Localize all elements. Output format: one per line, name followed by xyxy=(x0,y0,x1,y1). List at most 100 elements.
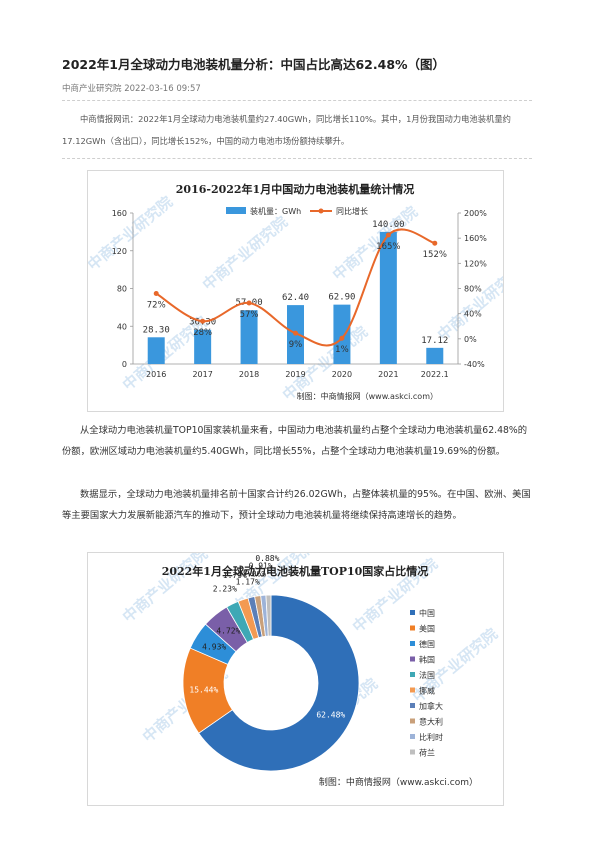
article-paragraph-2: 数据显示，全球动力电池装机量排名前十国家合计约26.02GWh，占整体装机量的9… xyxy=(62,489,531,521)
y-tick-label: 80 xyxy=(117,285,127,294)
legend-label: 意大利 xyxy=(419,717,443,727)
slice-value-label: 4.72% xyxy=(216,627,240,636)
article-intro: 中商情报网讯：2022年1月全球动力电池装机量约27.40GWh，同比增长110… xyxy=(62,114,511,146)
growth-value-label: 165% xyxy=(376,242,400,252)
slice-value-label: 2.23% xyxy=(213,585,237,594)
legend-swatch xyxy=(410,749,415,755)
y-tick-label: 40 xyxy=(117,322,127,331)
watermark-text: 中商产业研究院 xyxy=(199,213,291,294)
article-source[interactable]: 中商产业研究院 xyxy=(62,84,122,94)
donut-slice xyxy=(265,594,272,637)
chart-footnote: 制图：中商情报网（www.askci.com） xyxy=(297,391,438,401)
y2-tick-label: 80% xyxy=(464,285,482,294)
growth-point xyxy=(246,300,252,306)
legend-label: 比利时 xyxy=(419,732,443,742)
legend-label: 韩国 xyxy=(419,655,435,665)
chart-footnote: 制图：中商情报网（www.askci.com） xyxy=(319,776,478,788)
legend-swatch xyxy=(410,656,415,662)
donut-slice xyxy=(198,594,360,772)
slice-value-label: 1.17% xyxy=(236,578,260,587)
bar xyxy=(426,347,444,364)
bar-value-label: 17.12 xyxy=(421,336,448,346)
slice-value-label: 1.06% xyxy=(242,569,266,578)
legend-label: 中国 xyxy=(419,608,435,618)
legend-line-marker xyxy=(318,208,324,214)
bar-value-label: 140.00 xyxy=(372,220,405,230)
x-tick-label: 2019 xyxy=(285,370,305,379)
y2-tick-label: 120% xyxy=(464,259,487,268)
y-tick-label: 0 xyxy=(122,360,127,369)
growth-value-label: 28% xyxy=(193,328,212,338)
slice-value-label: 4.93% xyxy=(202,643,226,652)
legend-label: 德国 xyxy=(419,639,435,649)
bar xyxy=(333,304,351,364)
article-title: 2022年1月全球动力电池装机量分析：中国占比高达62.48%（图） xyxy=(62,57,446,72)
legend-label: 法国 xyxy=(419,670,435,680)
y2-tick-label: 0% xyxy=(464,335,477,344)
legend-label: 荷兰 xyxy=(419,748,435,758)
bar-value-label: 28.30 xyxy=(143,325,170,335)
x-tick-label: 2016 xyxy=(146,370,166,379)
bar-value-label: 62.40 xyxy=(282,293,309,303)
bar xyxy=(240,310,258,364)
growth-point xyxy=(293,330,298,336)
y-tick-label: 120 xyxy=(112,247,127,256)
slice-value-label: 0.88% xyxy=(255,554,279,563)
legend-line-label: 同比增长 xyxy=(336,206,368,216)
legend-swatch xyxy=(410,672,415,677)
growth-point xyxy=(153,291,159,297)
legend-swatch xyxy=(410,734,415,739)
growth-point xyxy=(200,318,206,324)
article-paragraph-1: 从全球动力电池装机量TOP10国家装机量来看，中国动力电池装机量约占整个全球动力… xyxy=(62,425,528,457)
legend-label: 美国 xyxy=(419,624,435,634)
growth-value-label: 1% xyxy=(335,345,349,355)
divider-top xyxy=(62,100,532,101)
bar-line-chart: 中商产业研究院 中商产业研究院 中商产业研究院 中商产业研究院 中商产业研究院 中商产业研… xyxy=(87,170,504,412)
legend-bar-swatch xyxy=(226,207,246,214)
chart-title: 2016-2022年1月中国动力电池装机量统计情况 xyxy=(176,182,414,196)
bar-value-label: 62.90 xyxy=(328,293,355,303)
slice-value-label: 1.79% xyxy=(223,571,247,580)
growth-value-label: 72% xyxy=(147,301,166,311)
y2-tick-label: -40% xyxy=(464,360,485,369)
y-tick-label: 160 xyxy=(112,209,127,218)
slice-value-label: 62.48% xyxy=(316,710,345,719)
x-tick-label: 2018 xyxy=(239,370,259,379)
bar xyxy=(194,329,212,364)
growth-value-label: 152% xyxy=(423,250,447,260)
legend-swatch xyxy=(410,610,415,615)
legend-label: 挪威 xyxy=(419,686,435,696)
y2-tick-label: 160% xyxy=(464,234,487,243)
growth-value-label: 57% xyxy=(240,310,259,320)
divider-intro xyxy=(62,158,532,159)
legend-swatch xyxy=(410,703,415,708)
legend-swatch xyxy=(410,625,415,631)
watermark-text: 中商产业研究院 xyxy=(88,193,176,274)
x-tick-label: 2022.1 xyxy=(421,370,449,379)
chart-title: 2022年1月全球动力电池装机量TOP10国家占比情况 xyxy=(162,564,429,578)
watermark-text: 中商产业研究院 xyxy=(434,263,503,344)
x-tick-label: 2020 xyxy=(332,370,352,379)
donut-chart-svg: 中商产业研究院中商产业研究院中商产业研究院中商产业研究院中商产业研究院中商产业研… xyxy=(119,553,501,788)
donut-chart: 中商产业研究院中商产业研究院中商产业研究院中商产业研究院中商产业研究院中商产业研… xyxy=(87,552,504,806)
article-date: 2022-03-16 09:57 xyxy=(124,84,201,94)
legend-swatch xyxy=(410,641,415,646)
growth-value-label: 9% xyxy=(289,340,303,350)
watermark-text: 中商产业研究院 xyxy=(119,553,211,626)
article-meta: 中商产业研究院 2022-03-16 09:57 xyxy=(62,82,201,94)
x-tick-label: 2017 xyxy=(192,370,212,379)
bar xyxy=(379,231,397,364)
x-tick-label: 2021 xyxy=(378,370,398,379)
legend-swatch xyxy=(410,687,415,693)
y2-tick-label: 40% xyxy=(464,310,482,319)
growth-point xyxy=(432,240,438,246)
bar xyxy=(147,337,165,364)
growth-point xyxy=(339,335,345,341)
slice-value-label: 0.91% xyxy=(249,561,273,570)
legend-label: 加拿大 xyxy=(419,701,443,711)
growth-point xyxy=(385,232,391,238)
slice-value-label: 15.44% xyxy=(189,686,218,695)
y2-tick-label: 200% xyxy=(464,209,487,218)
legend-swatch xyxy=(410,718,415,724)
